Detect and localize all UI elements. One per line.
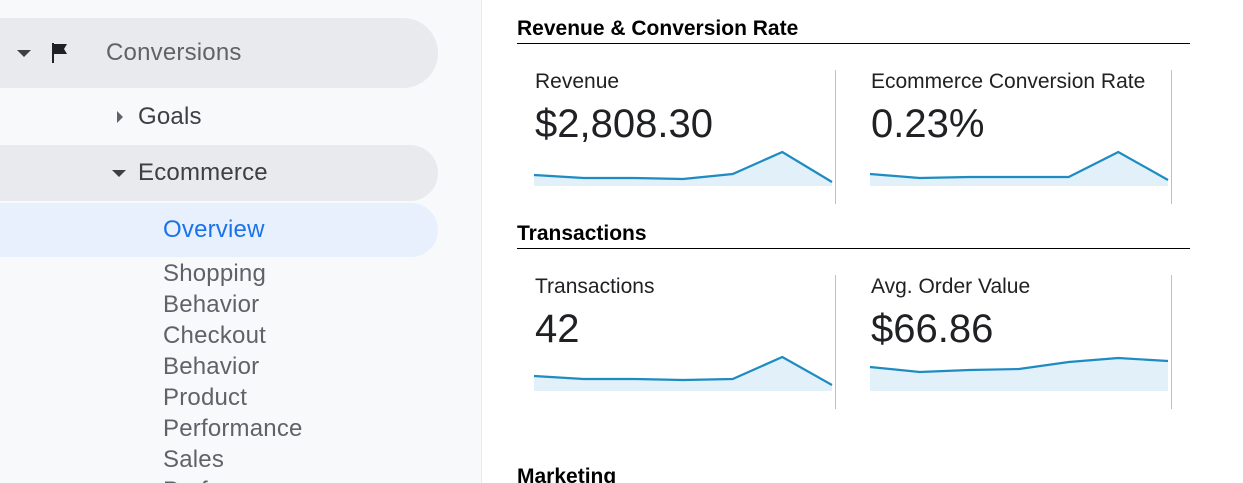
- metric-label: Ecommerce Conversion Rate: [871, 70, 1146, 93]
- chevron-down-icon: [112, 169, 126, 177]
- ecommerce-sub-list: Shopping Behavior Checkout Behavior Prod…: [163, 258, 303, 483]
- sparkline-line: [869, 150, 1169, 181]
- sparkline-line: [869, 356, 1169, 374]
- nav-subitem-product-performance[interactable]: Performance: [163, 415, 303, 442]
- nav-subitem-shopping-behavior[interactable]: Behavior: [163, 291, 260, 318]
- metric-card-revenue[interactable]: Revenue $2,808.30: [517, 70, 836, 204]
- sparkline-area: [870, 152, 1168, 186]
- chevron-down-icon: [17, 49, 31, 57]
- nav-item-goals[interactable]: Goals: [0, 91, 438, 143]
- nav-subitem-sales[interactable]: Sales: [163, 446, 225, 473]
- sparkline-chart: [533, 355, 833, 391]
- sparkline-line: [533, 150, 833, 183]
- nav-item-overview[interactable]: Overview: [0, 203, 438, 257]
- sparkline-area: [870, 358, 1168, 391]
- nav-subitem-checkout-behavior[interactable]: Behavior: [163, 353, 260, 380]
- nav-section-label: Conversions: [106, 39, 242, 66]
- metric-card-conversion-rate[interactable]: Ecommerce Conversion Rate 0.23%: [853, 70, 1172, 204]
- metric-label: Transactions: [535, 275, 655, 298]
- sparkline-chart: [533, 150, 833, 186]
- section-title-revenue: Revenue & Conversion Rate: [517, 17, 1190, 44]
- nav-section-conversions[interactable]: Conversions: [0, 18, 438, 88]
- nav-subitem-shopping[interactable]: Shopping: [163, 260, 267, 287]
- section-title-transactions: Transactions: [517, 222, 1190, 249]
- main-content: Revenue & Conversion Rate Revenue $2,808…: [482, 0, 1243, 483]
- metric-value: $2,808.30: [535, 102, 713, 146]
- metric-label: Avg. Order Value: [871, 275, 1031, 298]
- sparkline-area: [534, 357, 832, 391]
- flag-icon: [52, 43, 67, 63]
- nav-item-goals-label: Goals: [138, 103, 202, 130]
- sidebar-nav: Conversions Goals Ecommerce Overview Sho…: [0, 0, 482, 483]
- nav-subitem-sales-performance[interactable]: Perf: [163, 475, 303, 483]
- sparkline-area: [534, 152, 832, 186]
- metric-value: 42: [535, 307, 580, 351]
- sparkline-chart: [869, 150, 1169, 186]
- metric-value: $66.86: [871, 307, 994, 351]
- metric-value: 0.23%: [871, 102, 985, 146]
- metric-label: Revenue: [535, 70, 620, 93]
- nav-subitem-product[interactable]: Product: [163, 384, 248, 411]
- sparkline-chart: [869, 356, 1169, 391]
- nav-item-overview-label: Overview: [163, 216, 265, 243]
- sparkline-line: [533, 355, 833, 386]
- nav-item-ecommerce[interactable]: Ecommerce: [0, 145, 438, 201]
- metric-card-transactions[interactable]: Transactions 42: [517, 275, 836, 409]
- chevron-right-icon: [117, 111, 123, 123]
- nav-subitem-checkout[interactable]: Checkout: [163, 322, 266, 349]
- nav-item-ecommerce-label: Ecommerce: [138, 159, 268, 186]
- metric-card-avg-order-value[interactable]: Avg. Order Value $66.86: [853, 275, 1172, 409]
- section-title-marketing: Marketing: [517, 465, 1190, 483]
